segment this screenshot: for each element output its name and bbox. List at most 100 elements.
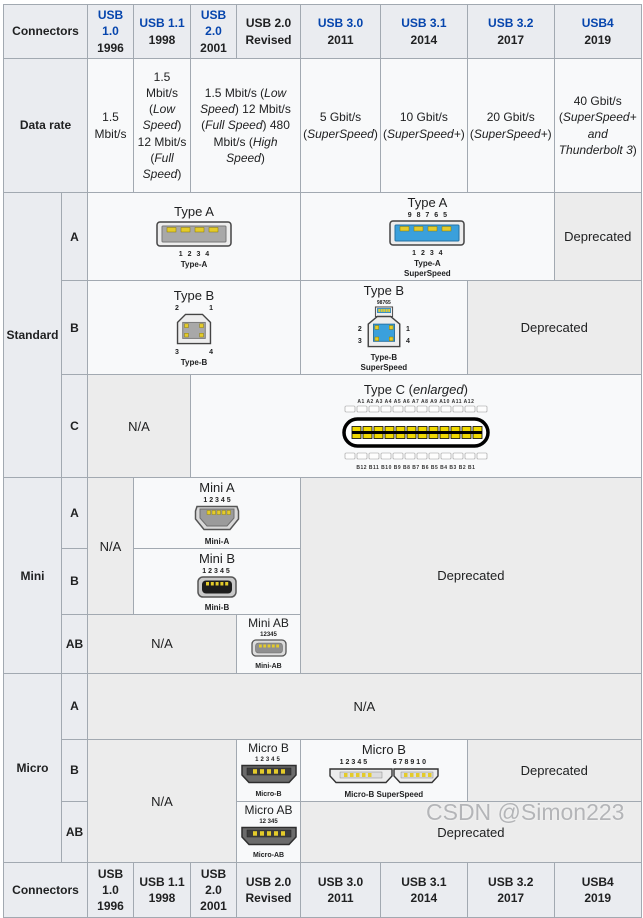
type-a-ss-bottom-pin-numbers: 1 2 3 4: [412, 250, 443, 258]
micro-ab-title: Micro AB: [244, 803, 293, 818]
type-b-connector-drawing[interactable]: [175, 313, 213, 345]
mini-ab-caption: Mini-AB: [255, 662, 282, 670]
usb4-year: 2019: [584, 32, 612, 47]
standard-c-type-c-cell: Type C (enlarged) A1 A2 A3 A4 A5 A6 A7 A…: [190, 374, 642, 479]
usb4-link[interactable]: USB4: [581, 16, 614, 31]
micro-b-image[interactable]: Micro B 12345 Micro-B: [240, 742, 298, 798]
micro-ab-image[interactable]: Micro AB 12 345 Micro-AB: [240, 804, 298, 860]
column-header-usb-1-0: USB 1.0 1996: [87, 4, 134, 59]
row-letter-micro-a: A: [61, 672, 88, 740]
usb-3-1-year: 2014: [410, 32, 438, 47]
type-b-ss-pin-2: 2: [357, 326, 362, 334]
usb-1-1-link[interactable]: USB 1.1: [139, 16, 185, 31]
standard-a-superspeed-cell: Type A 9 8 7 6 5 1 2 3 4 Type-A SuperSpe…: [300, 191, 555, 282]
mini-deprecated: Deprecated: [300, 477, 642, 674]
mini-b-image[interactable]: Mini B 12345 Mini-B: [197, 551, 237, 612]
section-label-mini: Mini: [3, 477, 62, 674]
standard-a-usb4-deprecated: Deprecated: [553, 191, 642, 282]
micro-b-superspeed-image[interactable]: Micro B 12345 678910 Micro: [328, 742, 440, 799]
mini-b-caption: Mini-B: [204, 602, 230, 612]
row-letter-standard-a: A: [61, 191, 88, 282]
data-rate-usb-3-2: 20 Gbit/s (SuperSpeed+): [466, 58, 555, 193]
mini-b-pin-numbers: 12345: [202, 567, 232, 575]
usb-2-0-revised-name: USB 2.0: [245, 16, 292, 31]
column-header-usb-2-0-revised: USB 2.0 Revised: [236, 4, 301, 59]
type-c-connector-drawing[interactable]: [341, 405, 491, 461]
footer-usb-3-0: USB 3.0 2011: [300, 862, 381, 918]
usb-3-0-link[interactable]: USB 3.0: [317, 16, 364, 31]
type-a-ss-title: Type A: [407, 195, 448, 210]
data-rate-row: Data rate 1.5 Mbit/s 1.5 Mbit/s (Low Spe…: [3, 58, 642, 193]
row-letter-mini-ab: AB: [61, 613, 88, 674]
data-rate-usb-3-0: 5 Gbit/s (SuperSpeed): [300, 58, 381, 193]
type-b-ss-pin-4: 4: [405, 338, 410, 346]
footer-connectors-label: Connectors: [12, 883, 79, 898]
type-a-superspeed-connector-drawing[interactable]: [389, 220, 466, 246]
usb-type-a-image[interactable]: Type A 1 2 3 4 Type-A: [156, 204, 232, 269]
row-letter-micro-ab: AB: [61, 801, 88, 864]
micro-ab-deprecated: Deprecated: [300, 801, 642, 864]
micro-ab-cell: Micro AB 12 345 Micro-AB: [236, 801, 301, 864]
type-a-pin-numbers: 1 2 3 4: [178, 251, 210, 259]
micro-b-title: Micro B: [248, 741, 289, 756]
micro-b-ss-caption: Micro-B SuperSpeed: [344, 790, 424, 800]
micro-b-row: B N/A Micro B 12345 Micro-B Micro B: [4, 738, 642, 864]
micro-b-superspeed-cell: Micro B 12345 678910 Micro: [300, 738, 468, 803]
type-b-caption: Type-B: [180, 358, 208, 368]
usb-2-0-year: 2001: [200, 40, 227, 55]
mini-ab-na: N/A: [87, 477, 134, 615]
micro-b-superspeed-connector-drawing[interactable]: [328, 767, 440, 785]
data-rate-usb-3-1: 10 Gbit/s (SuperSpeed+): [380, 58, 468, 193]
usb-type-a-superspeed-image[interactable]: Type A 9 8 7 6 5 1 2 3 4 Type-A SuperSpe…: [389, 195, 466, 278]
micro-b-cell: Micro B 12345 Micro-B: [236, 738, 301, 803]
mini-b-cell: Mini B 12345 Mini-B: [133, 547, 301, 615]
standard-c-na: N/A: [87, 374, 191, 479]
micro-ab-connector-drawing[interactable]: [240, 826, 298, 846]
footer-usb-3-2: USB 3.2 2017: [466, 862, 555, 918]
type-a-caption: Type-A: [180, 260, 208, 270]
mini-a-connector-drawing[interactable]: [194, 505, 240, 531]
type-b-ss-top-pin-numbers: 98765: [376, 300, 391, 307]
type-a-ss-top-pin-numbers: 9 8 7 6 5: [407, 212, 447, 219]
section-label-micro: Micro: [3, 672, 62, 864]
mini-b-title: Mini B: [198, 550, 236, 566]
usb-2-0-link[interactable]: USB 2.0: [200, 8, 227, 39]
type-b-ss-caption2: SuperSpeed: [360, 363, 408, 373]
footer-row: Connectors USB 1.0 1996 USB 1.1 1998 USB…: [3, 862, 642, 918]
micro-ab-pin-numbers: 12 345: [259, 819, 278, 826]
type-b-title: Type B: [173, 288, 215, 304]
mini-b-connector-drawing[interactable]: [197, 575, 237, 598]
usb-type-c-image[interactable]: Type C (enlarged) A1 A2 A3 A4 A5 A6 A7 A…: [341, 382, 491, 471]
type-b-ss-title: Type B: [363, 283, 405, 299]
row-letter-mini-b: B: [61, 547, 88, 615]
footer-usb4: USB4 2019: [553, 862, 642, 918]
standard-a-row: Standard A Type A 1 2 3 4 Type-A Type A: [3, 191, 642, 479]
mini-a-row: Mini A N/A Mini A 1 2 3 4 5 Mini-A Depre…: [3, 477, 642, 674]
usb-type-b-superspeed-image[interactable]: Type B 98765 2 1 3 4: [357, 283, 410, 373]
mini-ab-image[interactable]: Mini AB 12345 Mini-AB: [248, 616, 289, 671]
mini-ab-row-na: N/A: [87, 613, 237, 674]
usb-3-1-link[interactable]: USB 3.1: [401, 16, 447, 31]
mini-ab-connector-drawing[interactable]: [250, 639, 287, 657]
type-a-connector-drawing[interactable]: [156, 221, 232, 247]
column-header-usb-3-0: USB 3.0 2011: [300, 4, 381, 59]
micro-b-connector-drawing[interactable]: [240, 764, 298, 784]
type-c-bottom-pin-numbers: B12 B11 B10 B9 B8 B7 B6 B5 B4 B3 B2 B1: [356, 464, 476, 471]
mini-a-image[interactable]: Mini A 1 2 3 4 5 Mini-A: [194, 480, 240, 546]
footer-usb-3-1: USB 3.1 2014: [380, 862, 468, 918]
usb-1-0-link[interactable]: USB 1.0: [97, 8, 124, 39]
micro-b-caption: Micro-B: [255, 790, 282, 798]
column-header-usb4: USB4 2019: [553, 4, 642, 59]
usb-3-2-link[interactable]: USB 3.2: [488, 16, 534, 31]
data-rate-header: Data rate: [3, 58, 88, 193]
usb-3-0-year: 2011: [327, 32, 354, 47]
type-b-superspeed-connector-drawing[interactable]: [364, 306, 404, 348]
micro-b-ab-na: N/A: [87, 738, 237, 864]
data-rate-usb-2-0: 1.5 Mbit/s (Low Speed) 12 Mbit/s (Full S…: [190, 58, 301, 193]
mini-a-caption: Mini-A: [204, 536, 230, 546]
usb-connectors-table: Connectors USB 1.0 1996 USB 1.1 1998 USB…: [3, 4, 642, 918]
